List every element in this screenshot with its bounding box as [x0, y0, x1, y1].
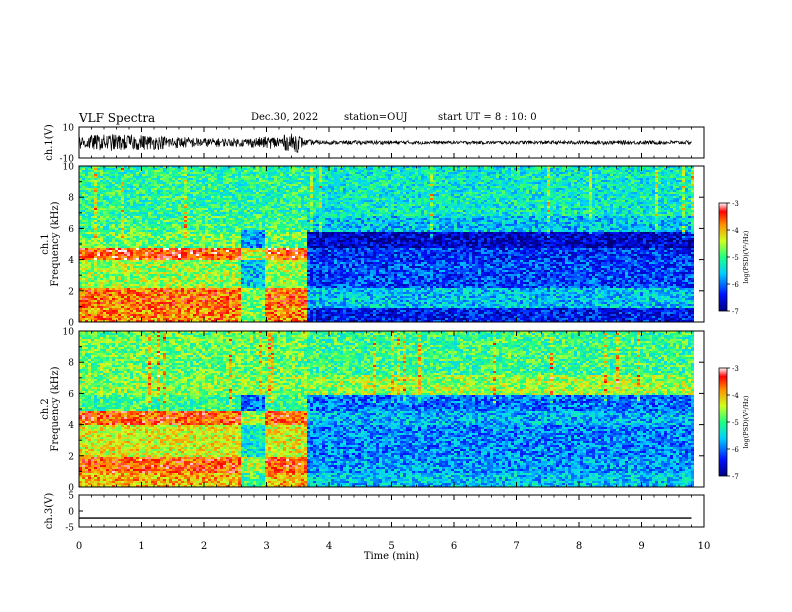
colorbar-tick-label: -3 [732, 200, 739, 208]
time-tick-label: 6 [451, 541, 457, 552]
colorbar-tick-label: -4 [732, 227, 739, 235]
freq-tick-label: 2 [68, 452, 74, 462]
freq-tick-label: 4 [68, 256, 74, 266]
ch1-tick-label: 10 [63, 124, 75, 134]
colorbar-tick-label: -5 [732, 254, 739, 262]
freq-tick-label: 2 [68, 287, 74, 297]
colorbar-label: log(PSD)(V²/Hz) [742, 230, 750, 283]
freq-tick-label: 8 [68, 194, 74, 204]
time-tick-label: 4 [326, 541, 332, 552]
colorbar-1 [718, 202, 728, 312]
colorbar-tick-label: -7 [732, 473, 739, 481]
freq-tick-label: 6 [68, 225, 74, 235]
station-label: station=OUJ [344, 112, 408, 123]
spectrogram-1-ylabel: Frequency (kHz) [50, 201, 61, 286]
time-tick-label: 9 [638, 541, 644, 552]
ch3-tick-label: -5 [65, 524, 74, 534]
freq-tick-label: 10 [63, 163, 75, 173]
time-tick-label: 8 [576, 541, 582, 552]
figure-title: VLF Spectra [79, 111, 155, 125]
colorbar-tick-label: -7 [732, 308, 739, 316]
freq-tick-label: 6 [68, 390, 74, 400]
colorbar-tick-label: -6 [732, 446, 739, 454]
time-tick-label: 10 [698, 541, 711, 552]
spectrogram-2-ylabel: ch.2 [40, 398, 51, 420]
spectrogram-2-ylabel: Frequency (kHz) [50, 366, 61, 451]
colorbar-label: log(PSD)(V²/Hz) [742, 395, 750, 448]
colorbar-tick-label: -6 [732, 281, 739, 289]
time-tick-label: 3 [263, 541, 269, 552]
ch1-waveform-line [78, 133, 692, 153]
ch3-ylabel: ch.3(V) [44, 493, 55, 530]
colorbar-2 [718, 367, 728, 477]
freq-tick-label: 0 [68, 319, 74, 329]
colorbar-tick-label: -3 [732, 365, 739, 373]
freq-tick-label: 0 [68, 484, 74, 494]
ch1-ylabel: ch.1(V) [44, 124, 55, 161]
spectrogram-1-cells [79, 166, 694, 322]
colorbar-tick-label: -5 [732, 419, 739, 427]
freq-tick-label: 10 [63, 328, 75, 338]
time-tick-label: 1 [138, 541, 144, 552]
freq-tick-label: 8 [68, 359, 74, 369]
freq-tick-label: 4 [68, 421, 74, 431]
colorbar-tick-label: -4 [732, 392, 739, 400]
ch3-tick-label: 0 [68, 508, 74, 518]
time-tick-label: 0 [76, 541, 82, 552]
spectrogram-2-cells [79, 331, 694, 487]
time-tick-label: 2 [201, 541, 207, 552]
time-axis-label: Time (min) [364, 551, 419, 562]
start-time-label: start UT = 8 : 10: 0 [438, 112, 537, 123]
ch1-tick-label: -10 [60, 155, 75, 165]
time-tick-label: 5 [388, 541, 394, 552]
date-label: Dec.30, 2022 [251, 112, 318, 123]
time-tick-label: 7 [513, 541, 519, 552]
spectrogram-1-ylabel: ch.1 [40, 233, 51, 255]
ch3-tick-label: 5 [68, 492, 74, 502]
